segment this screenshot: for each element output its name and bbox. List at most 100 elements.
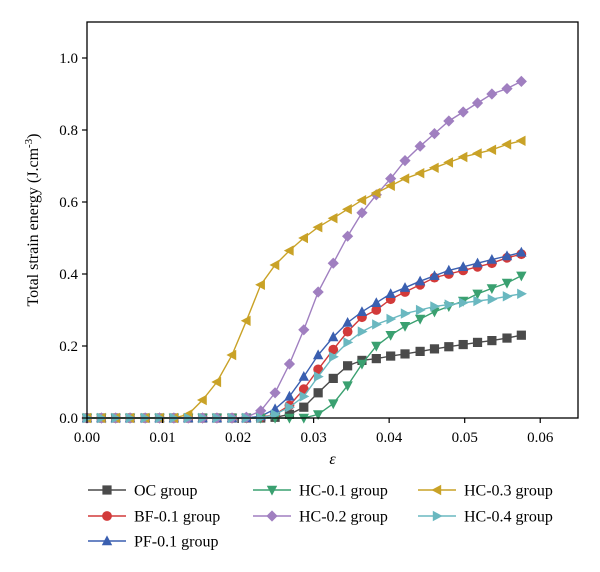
data-point bbox=[327, 213, 338, 224]
data-point bbox=[473, 295, 484, 307]
data-point bbox=[284, 390, 295, 401]
data-point bbox=[371, 354, 381, 364]
data-point bbox=[328, 373, 338, 383]
data-point bbox=[501, 250, 513, 261]
data-point bbox=[299, 391, 310, 402]
legend-entry: HC-0.3 group bbox=[418, 483, 553, 500]
data-point bbox=[414, 314, 426, 325]
legend-marker bbox=[101, 535, 113, 546]
data-point bbox=[487, 336, 497, 346]
plot-frame bbox=[86, 21, 579, 419]
x-tick-label: 0.00 bbox=[74, 430, 100, 446]
data-point bbox=[298, 324, 310, 336]
data-point bbox=[486, 88, 498, 100]
data-point bbox=[196, 394, 207, 406]
x-tick-label: 0.05 bbox=[452, 430, 478, 446]
data-point bbox=[385, 331, 396, 341]
data-point bbox=[371, 341, 382, 352]
data-point bbox=[269, 387, 281, 399]
legend-marker bbox=[102, 511, 112, 521]
plot-area bbox=[81, 75, 527, 424]
axes: 0.00 0.01 0.02 0.03 0.04 0.05 0.06 0.0 0.2 0.4 0.6… bbox=[23, 21, 579, 468]
legend-entry: HC-0.4 group bbox=[418, 509, 553, 526]
data-point bbox=[342, 326, 353, 337]
data-point bbox=[327, 257, 339, 269]
y-tick-label: 0.6 bbox=[59, 195, 78, 211]
data-point bbox=[516, 330, 526, 340]
data-point bbox=[443, 157, 454, 168]
data-point bbox=[502, 333, 512, 343]
legend-entry: PF-0.1 group bbox=[88, 534, 218, 551]
data-point bbox=[444, 342, 454, 352]
legend-label: HC-0.4 group bbox=[464, 509, 553, 526]
data-point bbox=[400, 308, 411, 319]
data-point bbox=[283, 358, 296, 370]
data-point bbox=[343, 337, 354, 348]
series-hc-0-2-group bbox=[81, 75, 527, 424]
y-axis-label: Total strain energy (J.cm-3) bbox=[23, 133, 42, 306]
data-point bbox=[430, 301, 441, 312]
data-point bbox=[400, 349, 410, 359]
legend-entry: OC group bbox=[88, 483, 198, 500]
data-point bbox=[371, 305, 382, 315]
data-point bbox=[342, 230, 354, 242]
data-point bbox=[372, 319, 382, 330]
legend-entry: HC-0.2 group bbox=[253, 509, 388, 526]
legend-label: OC group bbox=[134, 483, 198, 500]
series-line bbox=[87, 80, 522, 419]
data-point bbox=[312, 349, 324, 360]
legend-entry: BF-0.1 group bbox=[88, 509, 220, 526]
data-point bbox=[428, 162, 439, 173]
data-point bbox=[486, 284, 498, 294]
data-point bbox=[342, 317, 353, 327]
data-point bbox=[399, 282, 411, 292]
data-point bbox=[285, 402, 296, 413]
data-point bbox=[457, 151, 468, 163]
data-point bbox=[240, 315, 251, 326]
data-point bbox=[298, 232, 308, 244]
y-tick-label: 0.0 bbox=[59, 411, 78, 427]
data-point bbox=[399, 155, 411, 167]
data-point bbox=[356, 195, 367, 206]
legend-marker bbox=[266, 510, 278, 522]
x-tick-label: 0.04 bbox=[376, 430, 403, 446]
data-point bbox=[299, 402, 309, 412]
data-point bbox=[312, 410, 324, 420]
data-point bbox=[298, 371, 309, 381]
data-point bbox=[429, 270, 440, 280]
data-point bbox=[443, 264, 455, 275]
legend-label: HC-0.1 group bbox=[299, 483, 388, 500]
data-point bbox=[516, 246, 527, 257]
y-tick-label: 0.4 bbox=[59, 267, 78, 283]
data-point bbox=[458, 297, 469, 308]
data-point bbox=[313, 371, 324, 382]
x-axis-label: ε bbox=[329, 451, 336, 468]
data-point bbox=[501, 278, 513, 289]
data-point bbox=[270, 409, 281, 420]
data-point bbox=[415, 346, 425, 356]
data-point bbox=[357, 326, 368, 337]
data-point bbox=[328, 344, 339, 355]
data-point bbox=[399, 322, 411, 332]
data-point bbox=[298, 384, 309, 395]
data-point bbox=[502, 291, 513, 302]
data-point bbox=[443, 115, 455, 127]
data-point bbox=[284, 413, 295, 424]
data-point bbox=[457, 261, 469, 271]
x-tick-label: 0.01 bbox=[149, 430, 175, 446]
x-tick-label: 0.03 bbox=[300, 430, 326, 446]
legend-label: HC-0.2 group bbox=[299, 509, 388, 526]
data-point bbox=[371, 297, 382, 307]
data-point bbox=[487, 294, 498, 305]
data-point bbox=[313, 388, 323, 398]
data-point bbox=[515, 75, 527, 87]
data-point bbox=[356, 207, 368, 219]
legend-label: HC-0.3 group bbox=[464, 483, 553, 500]
legend-marker bbox=[266, 485, 278, 496]
data-point bbox=[428, 128, 441, 140]
data-point bbox=[356, 306, 368, 316]
data-point bbox=[385, 180, 395, 191]
data-point bbox=[298, 413, 309, 424]
data-point bbox=[386, 351, 396, 361]
